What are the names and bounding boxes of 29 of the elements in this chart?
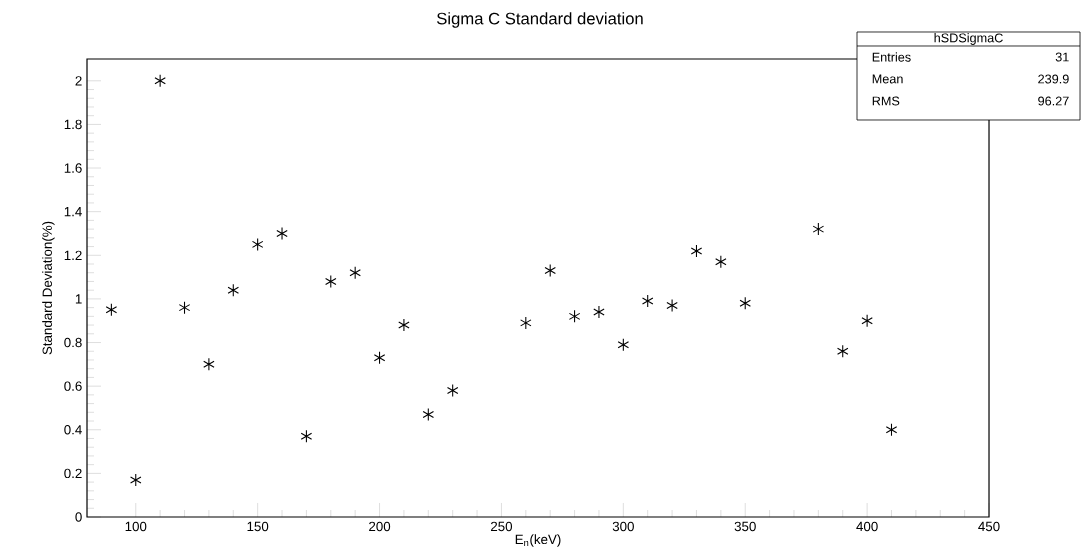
- y-axis-title: Standard Deviation(%): [42, 221, 55, 355]
- text: 239.9: [1038, 74, 1069, 84]
- y-tick-label: 2: [75, 76, 82, 86]
- y-tick-label: 0.2: [64, 468, 82, 479]
- x-tick-label: 300: [612, 521, 634, 532]
- y-tick-label: 0.4: [64, 425, 82, 435]
- y-tick-label: 1.8: [64, 119, 82, 130]
- chart-title: Sigma C Standard deviation: [437, 12, 643, 28]
- y-tick-label: 0: [75, 512, 82, 522]
- text: hSDSigmaC: [934, 33, 1003, 45]
- y-tick-label: 1.2: [64, 250, 82, 260]
- x-tick-label: 150: [247, 521, 269, 532]
- y-tick-label: 1.4: [64, 207, 82, 217]
- y-tick-label: 1: [75, 294, 82, 304]
- y-tick-label: 0.8: [64, 337, 82, 348]
- text: 31: [1055, 52, 1069, 62]
- x-tick-label: 350: [734, 521, 756, 532]
- x-tick-label: 450: [978, 521, 1000, 532]
- text: 96.27: [1038, 96, 1069, 106]
- y-tick-label: 0.6: [64, 381, 82, 391]
- x-axis-title: E$_{n}$(keV): [515, 534, 561, 547]
- x-tick-label: 250: [490, 521, 513, 532]
- y-tick-label: 1.6: [64, 163, 82, 173]
- annotation: Mean: [872, 74, 903, 84]
- x-tick-label: 400: [856, 521, 878, 532]
- annotation: Entries: [872, 52, 911, 62]
- x-tick-label: 100: [125, 521, 147, 532]
- annotation: RMS: [872, 96, 900, 106]
- x-tick-label: 200: [369, 521, 391, 532]
